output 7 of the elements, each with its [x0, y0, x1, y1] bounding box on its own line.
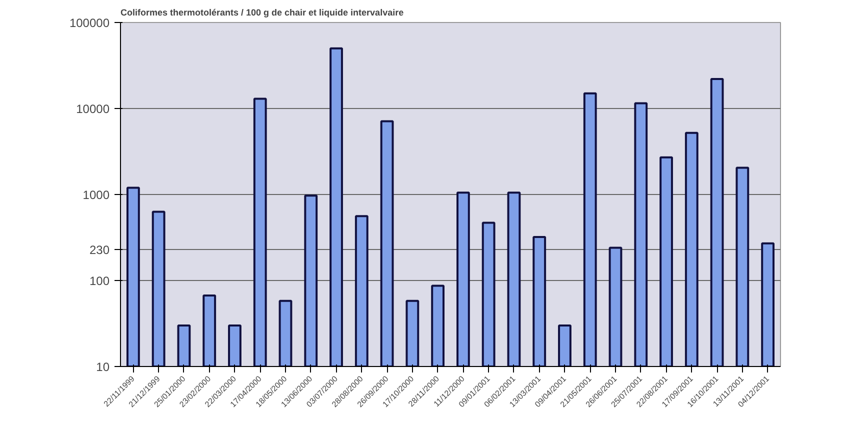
y-tick-label: 10000	[76, 102, 110, 116]
y-tick-label: 230	[89, 242, 110, 257]
y-tick-label: 100000	[69, 16, 110, 30]
chart-title: Coliformes thermotolérants / 100 g de chair et liquide intervalvaire	[120, 8, 404, 18]
y-tick-label: 100	[89, 274, 110, 288]
y-tick-label: 10	[96, 360, 110, 374]
y-tick-label: 1000	[82, 188, 110, 202]
